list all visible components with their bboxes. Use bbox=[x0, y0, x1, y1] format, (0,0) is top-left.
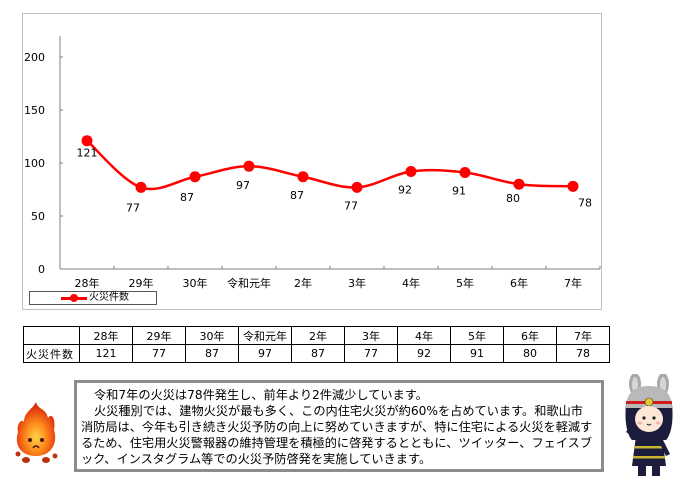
table-cell: 92 bbox=[397, 344, 451, 363]
y-tick-label: 150 bbox=[24, 104, 45, 117]
table-cell: 78 bbox=[556, 344, 610, 363]
data-label: 121 bbox=[77, 147, 98, 160]
table-header-cell: 2年 bbox=[291, 326, 345, 345]
x-tick-label: 6年 bbox=[510, 276, 528, 290]
table-header-cell: 6年 bbox=[503, 326, 557, 345]
table-row-header: 火災件数 bbox=[23, 344, 80, 363]
table-cell: 87 bbox=[291, 344, 345, 363]
table-cell: 87 bbox=[185, 344, 239, 363]
x-tick-label: 3年 bbox=[348, 276, 366, 290]
data-point-marker bbox=[81, 135, 93, 147]
data-label: 92 bbox=[398, 183, 412, 196]
x-tick-label: 5年 bbox=[456, 276, 474, 290]
y-tick-label: 100 bbox=[24, 157, 45, 170]
y-tick-label: 50 bbox=[31, 210, 45, 223]
info-summary-text: 令和7年の火災は78件発生し、前年より2件減少しています。 bbox=[94, 388, 428, 402]
x-tick-label: 2年 bbox=[294, 276, 312, 290]
y-tick-label: 200 bbox=[24, 51, 45, 64]
series-line bbox=[86, 139, 574, 191]
data-label: 87 bbox=[180, 191, 194, 204]
data-label: 80 bbox=[506, 192, 520, 205]
data-point-marker bbox=[351, 181, 363, 193]
table-corner-cell bbox=[23, 326, 80, 345]
data-table: 28年 29年 30年 令和元年 2年 3年 4年 5年 6年 7年 火災件数 … bbox=[23, 326, 610, 363]
data-point-marker bbox=[297, 171, 309, 183]
table-header-cell: 29年 bbox=[132, 326, 186, 345]
data-point-marker bbox=[459, 167, 471, 179]
x-tick-label: 28年 bbox=[75, 276, 100, 290]
data-point-marker bbox=[567, 180, 579, 192]
table-header-cell: 5年 bbox=[450, 326, 504, 345]
table-cell: 121 bbox=[79, 344, 133, 363]
chart-frame bbox=[22, 13, 602, 310]
x-tick-label: 4年 bbox=[402, 276, 420, 290]
info-detail-text: 火災種別では、建物火災が最も多く、この内住宅火災が約60%を占めています。和歌山… bbox=[81, 404, 593, 466]
data-label: 91 bbox=[452, 185, 466, 198]
y-tick-label: 0 bbox=[38, 263, 45, 276]
table-cell: 77 bbox=[344, 344, 398, 363]
data-label: 77 bbox=[344, 199, 358, 212]
legend-label: 火災件数 bbox=[89, 292, 129, 303]
table-header-cell: 28年 bbox=[79, 326, 133, 345]
data-label: 78 bbox=[578, 196, 592, 209]
table-cell: 77 bbox=[132, 344, 186, 363]
table-header-cell: 7年 bbox=[556, 326, 610, 345]
data-label: 77 bbox=[126, 201, 140, 214]
table-header-row: 28年 29年 30年 令和元年 2年 3年 4年 5年 6年 7年 bbox=[23, 326, 610, 345]
table-cell: 80 bbox=[503, 344, 557, 363]
line-chart: 0 50 100 150 200 28年 29年 30年 令和元年 2年 3年 4年 5年 6年 7年 121… bbox=[24, 36, 601, 290]
data-point-marker bbox=[189, 171, 201, 183]
data-point-marker bbox=[243, 160, 255, 172]
x-tick-label: 令和元年 bbox=[227, 276, 271, 290]
table-cell: 91 bbox=[450, 344, 504, 363]
table-header-cell: 4年 bbox=[397, 326, 451, 345]
firefighter-mascot-icon bbox=[618, 373, 680, 477]
data-label: 97 bbox=[236, 179, 250, 192]
table-row: 火災件数 121 77 87 97 87 77 92 91 80 78 bbox=[23, 344, 610, 363]
table-header-cell: 令和元年 bbox=[238, 326, 292, 345]
data-point-marker bbox=[135, 181, 147, 193]
table-header-cell: 30年 bbox=[185, 326, 239, 345]
table-header-cell: 3年 bbox=[344, 326, 398, 345]
x-tick-label: 30年 bbox=[183, 276, 208, 290]
chart-legend: 火災件数 bbox=[29, 291, 157, 305]
x-tick-label: 7年 bbox=[564, 276, 582, 290]
data-label: 87 bbox=[290, 189, 304, 202]
legend-marker-icon bbox=[70, 294, 78, 302]
x-tick-label: 29年 bbox=[129, 276, 154, 290]
table-cell: 97 bbox=[238, 344, 292, 363]
info-text-box: 令和7年の火災は78件発生し、前年より2件減少しています。 火災種別では、建物火… bbox=[74, 380, 604, 472]
data-point-marker bbox=[513, 178, 525, 190]
fire-mascot-icon bbox=[8, 398, 64, 468]
data-point-marker bbox=[405, 165, 417, 177]
